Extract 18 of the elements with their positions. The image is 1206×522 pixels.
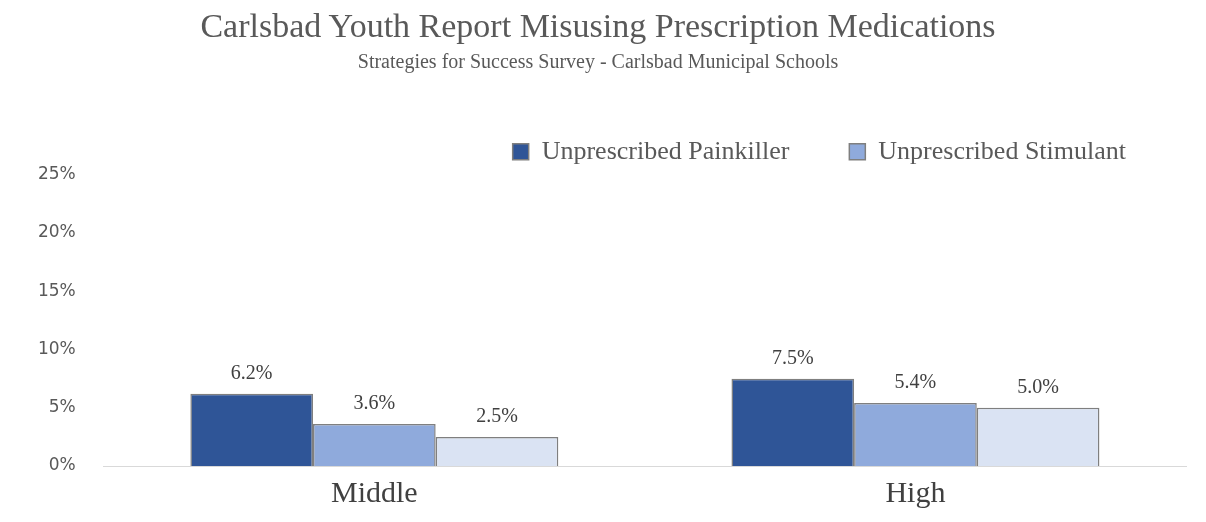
y-tick-label: 20% [37, 221, 76, 242]
data-label: 2.5% [476, 404, 518, 427]
data-label: 5.4% [894, 370, 937, 393]
y-tick-label: 10% [37, 337, 76, 358]
data-label: 5.0% [1017, 375, 1059, 398]
x-tick-label: Middle [331, 474, 418, 508]
y-tick-label: 15% [37, 279, 76, 300]
chart-subtitle: Strategies for Success Survey - Carlsbad Municipal Schools [357, 50, 839, 74]
y-tick-label: 0% [48, 454, 76, 475]
legend-label: Unprescribed Painkiller [541, 135, 790, 165]
x-tick-label: High [885, 474, 946, 508]
legend-label: Unprescribed Stimulant [878, 135, 1127, 165]
data-label: 3.6% [353, 391, 396, 414]
data-label: 6.2% [230, 361, 273, 384]
y-tick-label: 5% [48, 396, 76, 417]
chart-title: Carlsbad Youth Report Misusing Prescription Medications [200, 7, 996, 45]
data-label: 7.5% [771, 345, 814, 368]
y-tick-label: 25% [37, 163, 76, 184]
